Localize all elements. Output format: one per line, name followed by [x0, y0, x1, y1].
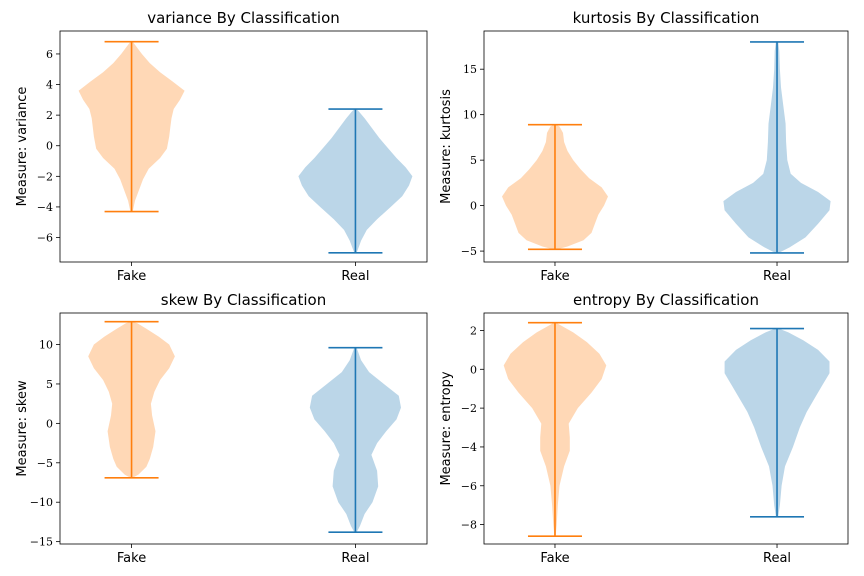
y-tick-label: −4 — [461, 441, 477, 454]
chart-title: variance By Classification — [147, 9, 340, 27]
y-tick-label: −5 — [37, 457, 53, 470]
x-tick-label-fake: Fake — [540, 551, 569, 566]
y-axis-label: Measure: variance — [15, 87, 30, 207]
y-axis-label: Measure: entropy — [439, 371, 454, 485]
x-tick-label-fake: Fake — [117, 551, 146, 566]
y-tick-label: 2 — [470, 324, 477, 337]
axes-frame — [59, 30, 428, 263]
y-tick-label: −5 — [461, 245, 477, 258]
x-tick-label-real: Real — [341, 551, 369, 566]
chart-title: kurtosis By Classification — [573, 9, 760, 27]
x-tick-label-fake: Fake — [117, 269, 146, 284]
x-tick-label-real: Real — [763, 269, 791, 284]
chart-panel-4: entropy By Classification Measure: entrop… — [439, 291, 849, 566]
y-tick-label: 6 — [46, 48, 53, 61]
y-tick-label: −10 — [30, 496, 53, 509]
y-tick-label: −6 — [461, 480, 477, 493]
y-tick-label: 5 — [470, 154, 477, 167]
y-tick-label: −2 — [37, 170, 53, 183]
y-tick-label: 15 — [463, 63, 477, 76]
y-tick-label: 0 — [470, 363, 477, 376]
chart-title: skew By Classification — [161, 291, 326, 309]
x-tick-label-real: Real — [341, 269, 369, 284]
y-tick-label: 4 — [46, 79, 53, 92]
y-axis-label: Measure: skew — [15, 380, 30, 477]
chart-panel-2: kurtosis By Classification Measure: kurto… — [439, 9, 849, 284]
y-tick-label: −6 — [37, 232, 53, 245]
x-tick-label-fake: Fake — [540, 269, 569, 284]
y-axis-label: Measure: kurtosis — [439, 89, 454, 204]
y-tick-label: 0 — [46, 417, 53, 430]
y-tick-label: −4 — [37, 201, 53, 214]
y-tick-label: −15 — [30, 536, 53, 549]
axes-frame — [59, 312, 428, 545]
axes-frame — [483, 30, 849, 263]
y-tick-label: −2 — [461, 402, 477, 415]
y-tick-label: 0 — [470, 200, 477, 213]
x-tick-label-real: Real — [763, 551, 791, 566]
y-tick-label: 0 — [46, 140, 53, 153]
axes-frame — [483, 312, 849, 545]
y-tick-label: 10 — [463, 109, 477, 122]
y-tick-label: 10 — [39, 339, 53, 352]
y-tick-label: −8 — [461, 519, 477, 532]
chart-panel-3: skew By Classification Measure: skew −15 −1… — [15, 291, 428, 566]
chart-title: entropy By Classification — [573, 291, 759, 309]
y-tick-label: 5 — [46, 378, 53, 391]
chart-panel-1: variance By Classification Measure: varia… — [15, 9, 428, 284]
y-tick-label: 2 — [46, 109, 53, 122]
